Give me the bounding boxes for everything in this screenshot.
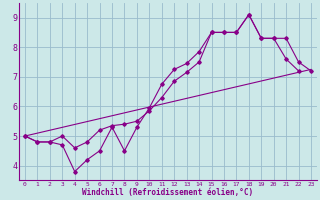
X-axis label: Windchill (Refroidissement éolien,°C): Windchill (Refroidissement éolien,°C) (83, 188, 253, 197)
